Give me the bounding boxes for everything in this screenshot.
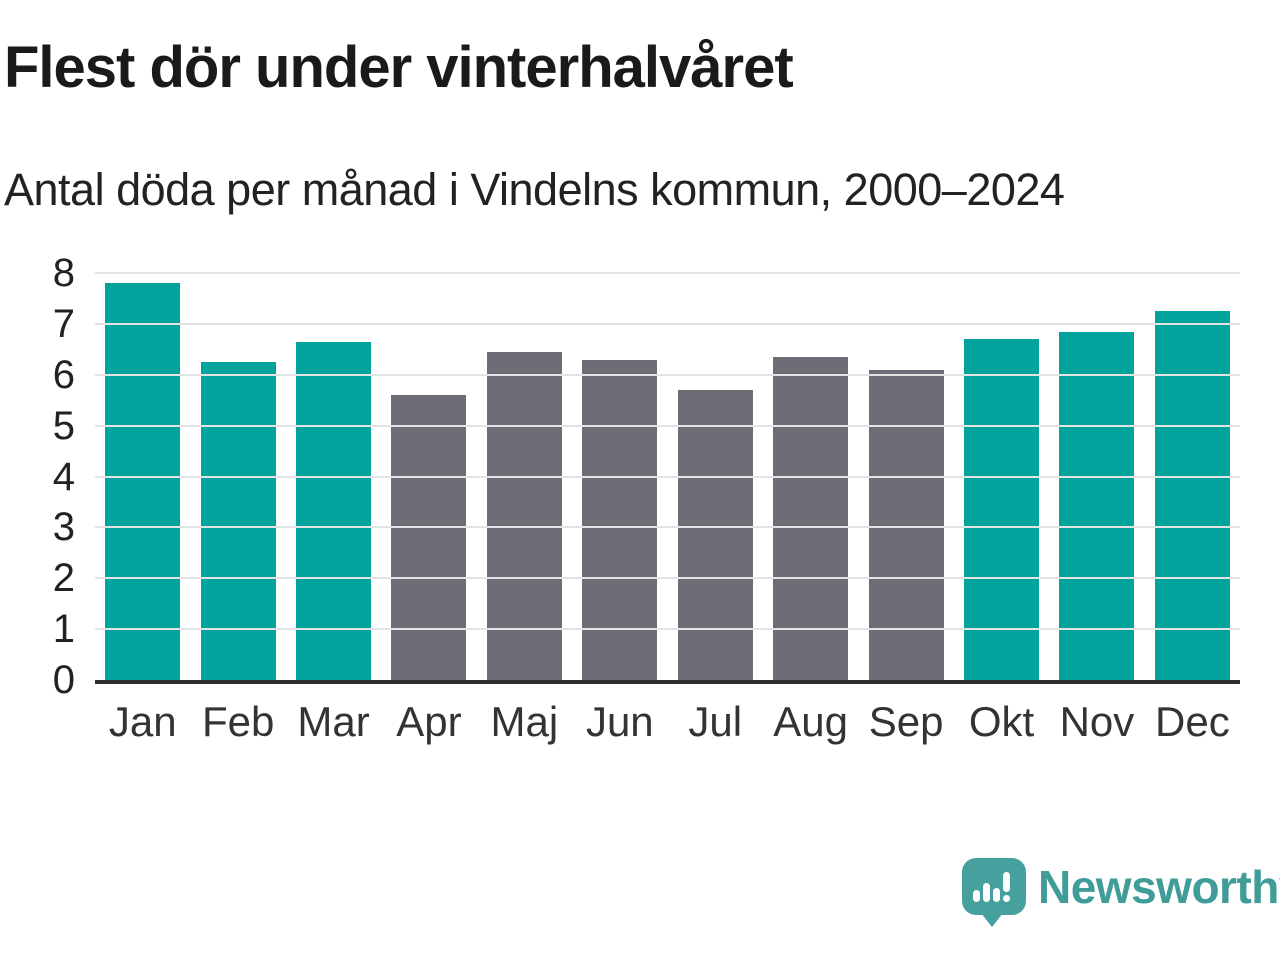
- x-tick-label-jun: Jun: [585, 698, 654, 745]
- y-tick-label-4: 4: [52, 454, 75, 499]
- y-tick-label-5: 5: [52, 403, 75, 448]
- gridline-6: [95, 373, 1240, 376]
- bar-slot-okt: [954, 273, 1049, 680]
- newsworthy-wordmark: Newsworthy: [1038, 860, 1280, 913]
- bar-mar: [296, 341, 372, 680]
- logo-bar-icon: [983, 883, 990, 902]
- x-tick-label-sep: Sep: [868, 698, 944, 745]
- newsworthy-logo-icon: [962, 858, 1026, 927]
- bar-nov: [1059, 331, 1135, 680]
- y-tick-label-1: 1: [52, 607, 75, 652]
- gridline-2: [95, 577, 1240, 580]
- bar-slot-jun: [572, 273, 667, 680]
- logo-barchart-icon: [973, 872, 1010, 902]
- x-tick-label-jul: Jul: [688, 698, 743, 745]
- newsworthy-logo: Newsworthy: [962, 858, 1280, 927]
- bar-maj: [486, 351, 562, 680]
- y-tick-label-7: 7: [52, 301, 75, 346]
- logo-exclamation-icon: [1003, 872, 1010, 902]
- bar-okt: [964, 339, 1039, 680]
- bar-aug: [773, 356, 849, 680]
- bar-slot-nov: [1049, 273, 1144, 680]
- bar-jan: [105, 283, 181, 680]
- x-tick-label-okt: Okt: [968, 698, 1035, 745]
- gridline-1: [95, 628, 1240, 631]
- bar-sep: [868, 369, 944, 680]
- chart-subtitle: Antal döda per månad i Vindelns kommun, …: [4, 164, 1065, 215]
- gridline-8: [95, 272, 1240, 274]
- gridline-3: [95, 526, 1240, 529]
- x-tick-label-feb: Feb: [201, 698, 275, 745]
- bar-feb: [200, 362, 276, 680]
- y-axis: 0 1 2 3 4 5 6 7 8: [0, 253, 75, 700]
- y-tick-label-2: 2: [52, 556, 75, 601]
- gridline-4: [95, 475, 1240, 478]
- bar-slot-mar: [286, 273, 381, 680]
- y-tick-label-0: 0: [52, 658, 75, 702]
- x-axis-labels: Jan Feb Mar Apr Maj Jun Jul Aug Sep Okt Nov Dec: [95, 698, 1240, 746]
- x-axis-line: [95, 680, 1240, 684]
- y-tick-label-6: 6: [52, 352, 75, 397]
- bar-dec: [1154, 311, 1230, 680]
- bar-slot-dec: [1145, 273, 1240, 680]
- x-tick-label-mar: Mar: [297, 698, 370, 745]
- speech-bubble-tail-icon: [981, 913, 1003, 927]
- plot-area: [95, 272, 1240, 684]
- x-tick-label-apr: Apr: [396, 698, 462, 745]
- bar-chart: 0 1 2 3 4 5 6 7 8 Jan Feb Mar Apr Maj Jun Jul Aug Sep Okt…: [0, 253, 1240, 773]
- bar-slot-apr: [381, 273, 476, 680]
- x-tick-label-maj: Maj: [490, 698, 559, 745]
- bar-slot-maj: [477, 273, 572, 680]
- bar-apr: [391, 395, 467, 680]
- bars-row: [95, 273, 1240, 680]
- y-tick-label-3: 3: [52, 505, 75, 550]
- gridline-5: [95, 424, 1240, 427]
- logo-bar-icon: [973, 890, 980, 902]
- x-tick-label-nov: Nov: [1059, 698, 1135, 745]
- gridline-7: [95, 322, 1240, 325]
- bar-slot-feb: [190, 273, 285, 680]
- bar-jun: [582, 359, 658, 680]
- chart-title: Flest dör under vinterhalvåret: [4, 35, 794, 100]
- bar-slot-jan: [95, 273, 190, 680]
- y-tick-label-8: 8: [52, 251, 75, 295]
- x-tick-label-aug: Aug: [773, 698, 849, 745]
- logo-bar-icon: [993, 888, 1000, 902]
- x-tick-label-dec: Dec: [1155, 698, 1230, 745]
- bar-slot-jul: [668, 273, 763, 680]
- bar-slot-aug: [763, 273, 858, 680]
- bar-jul: [677, 390, 753, 680]
- x-tick-label-jan: Jan: [108, 698, 177, 745]
